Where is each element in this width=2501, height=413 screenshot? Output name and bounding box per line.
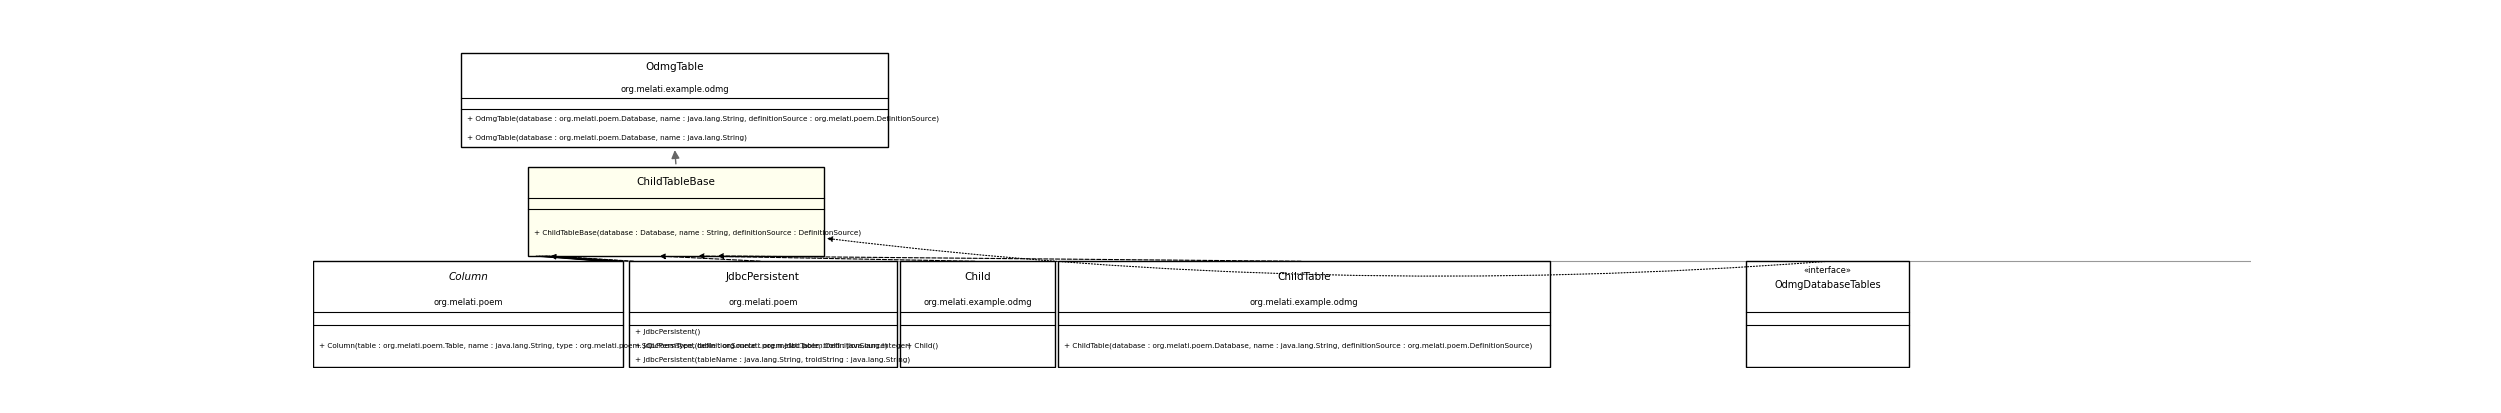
Text: + JdbcPersistent(table : org.melati.poem.JdbcTable, troid : java.lang.Integer): + JdbcPersistent(table : org.melati.poem…: [635, 342, 910, 349]
Text: Column: Column: [448, 272, 488, 282]
Bar: [900, 261, 1055, 367]
Text: «interface»: «interface»: [1803, 266, 1851, 275]
Text: ChildTableBase: ChildTableBase: [638, 177, 715, 187]
Text: + JdbcPersistent(tableName : java.lang.String, troidString : java.lang.String): + JdbcPersistent(tableName : java.lang.S…: [635, 356, 910, 363]
Text: + OdmgTable(database : org.melati.poem.Database, name : java.lang.String): + OdmgTable(database : org.melati.poem.D…: [468, 135, 748, 141]
Text: JdbcPersistent: JdbcPersistent: [725, 272, 800, 282]
Bar: [313, 261, 623, 367]
Text: + ChildTable(database : org.melati.poem.Database, name : java.lang.String, defin: + ChildTable(database : org.melati.poem.…: [1063, 342, 1533, 349]
Bar: [528, 166, 825, 256]
Text: org.melati.poem: org.melati.poem: [728, 298, 798, 307]
Bar: [1746, 261, 1908, 367]
Text: + ChildTableBase(database : Database, name : String, definitionSource : Definiti: + ChildTableBase(database : Database, na…: [533, 229, 860, 235]
Text: OdmgDatabaseTables: OdmgDatabaseTables: [1773, 280, 1881, 290]
Text: + Column(table : org.melati.poem.Table, name : java.lang.String, type : org.mela: + Column(table : org.melati.poem.Table, …: [320, 342, 888, 349]
Bar: [1058, 261, 1551, 367]
Text: ChildTable: ChildTable: [1278, 272, 1331, 282]
Text: OdmgTable: OdmgTable: [645, 62, 703, 72]
Text: Child: Child: [965, 272, 990, 282]
Bar: [460, 52, 888, 147]
Text: org.melati.poem: org.melati.poem: [433, 298, 503, 307]
Text: + Child(): + Child(): [905, 342, 938, 349]
Text: org.melati.example.odmg: org.melati.example.odmg: [923, 298, 1033, 307]
Bar: [628, 261, 898, 367]
Text: org.melati.example.odmg: org.melati.example.odmg: [1250, 298, 1358, 307]
Text: org.melati.example.odmg: org.melati.example.odmg: [620, 85, 728, 94]
Text: + JdbcPersistent(): + JdbcPersistent(): [635, 328, 700, 335]
Text: + OdmgTable(database : org.melati.poem.Database, name : java.lang.String, defini: + OdmgTable(database : org.melati.poem.D…: [468, 116, 940, 122]
